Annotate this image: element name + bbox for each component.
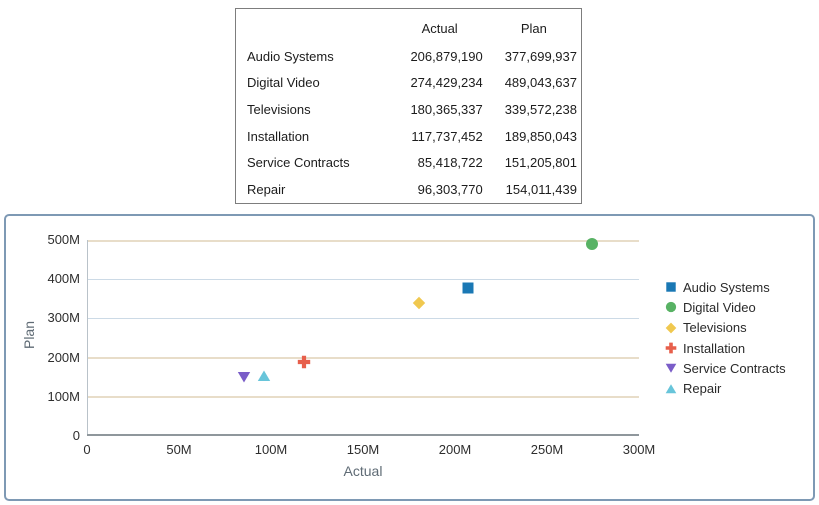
circle-icon [665, 301, 677, 313]
x-axis-title: Actual [343, 463, 383, 479]
summary-table: Actual Plan Audio Systems 206,879,190 377,… [236, 9, 581, 203]
table-row: Repair 96,303,770 154,011,439 [236, 176, 581, 203]
table-row: Installation 117,737,452 189,850,043 [236, 123, 581, 150]
row-category: Service Contracts [247, 155, 350, 171]
summary-table-panel: Actual Plan Audio Systems 206,879,190 377,… [235, 8, 582, 204]
y-tick-label: 0 [72, 428, 80, 443]
table-row: Televisions 180,365,337 339,572,238 [236, 96, 581, 123]
row-category: Audio Systems [247, 48, 334, 64]
legend-item[interactable]: Repair [665, 378, 786, 398]
legend-item[interactable]: Digital Video [665, 297, 786, 317]
legend-label: Digital Video [683, 299, 756, 315]
legend-label: Installation [683, 340, 746, 356]
gridline [87, 240, 639, 242]
data-point[interactable] [412, 296, 426, 310]
gridline [87, 356, 639, 359]
gridline [87, 317, 639, 319]
table-row: Digital Video 274,429,234 489,043,637 [236, 70, 581, 97]
x-tick-label: 150M [346, 442, 380, 457]
legend-label: Audio Systems [683, 279, 770, 295]
x-tick-label: 0 [83, 442, 91, 457]
table-row: Service Contracts 85,418,722 151,205,801 [236, 150, 581, 177]
legend-item[interactable]: Audio Systems [665, 277, 786, 297]
y-tick-label: 100M [47, 388, 80, 404]
x-axis-line [87, 434, 639, 436]
row-plan: 189,850,043 [504, 128, 577, 144]
data-point[interactable] [297, 355, 311, 369]
row-plan: 339,572,238 [504, 102, 577, 118]
row-actual: 206,879,190 [410, 48, 483, 64]
row-plan: 377,699,937 [504, 48, 577, 64]
gridline [87, 278, 639, 280]
legend: Audio Systems Digital Video Televisions Ins… [665, 277, 786, 399]
row-actual: 85,418,722 [417, 155, 483, 171]
row-category: Repair [247, 182, 286, 198]
x-tick-label: 50M [166, 442, 192, 457]
row-category: Digital Video [247, 75, 320, 91]
y-axis-line [87, 240, 88, 436]
col-header-category [236, 9, 393, 43]
data-point[interactable] [237, 370, 251, 384]
row-plan: 489,043,637 [504, 75, 577, 91]
x-tick-label: 300M [622, 442, 656, 457]
legend-item[interactable]: Installation [665, 338, 786, 358]
legend-item[interactable]: Service Contracts [665, 358, 786, 378]
plus-icon [665, 342, 677, 354]
plot-area [87, 240, 639, 436]
row-plan: 151,205,801 [504, 155, 577, 171]
row-category: Televisions [247, 102, 311, 118]
data-point[interactable] [461, 281, 475, 295]
col-header-plan: Plan [520, 20, 547, 36]
triangle-up-icon [665, 383, 677, 395]
triangle-down-icon [665, 362, 677, 374]
diamond-icon [665, 322, 677, 334]
data-point[interactable] [257, 369, 271, 383]
y-tick-label: 500M [47, 232, 80, 247]
y-tick-label: 300M [47, 310, 80, 326]
data-point[interactable] [585, 237, 599, 251]
table-header-row: Actual Plan [236, 9, 581, 43]
square-icon [665, 281, 677, 293]
row-plan: 154,011,439 [505, 182, 577, 198]
y-tick-label: 400M [47, 271, 80, 287]
legend-item[interactable]: Televisions [665, 318, 786, 338]
row-actual: 180,365,337 [410, 102, 483, 118]
col-header-actual: Actual [421, 20, 458, 36]
x-tick-label: 250M [530, 442, 564, 457]
row-category: Installation [247, 128, 310, 144]
table-body: Audio Systems 206,879,190 377,699,937 Digit… [236, 43, 581, 203]
row-actual: 274,429,234 [410, 75, 483, 91]
legend-label: Repair [683, 381, 722, 397]
gridline [87, 395, 639, 398]
y-tick-label: 200M [47, 349, 80, 365]
table-row: Audio Systems 206,879,190 377,699,937 [236, 43, 581, 70]
x-tick-label: 200M [438, 442, 472, 457]
scatter-chart-panel: Plan Actual Audio Systems Digital Video Te… [4, 214, 815, 501]
legend-label: Televisions [683, 320, 747, 336]
x-tick-label: 100M [254, 442, 288, 457]
row-actual: 117,737,452 [411, 128, 483, 144]
row-actual: 96,303,770 [417, 182, 483, 198]
legend-label: Service Contracts [683, 360, 786, 376]
